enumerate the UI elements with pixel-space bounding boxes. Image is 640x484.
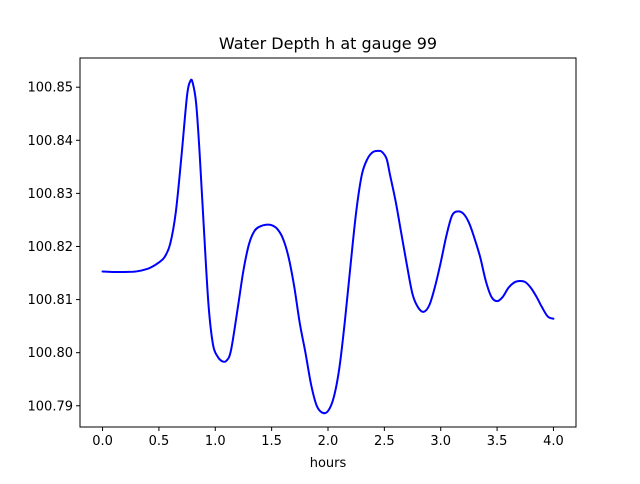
- x-tick-label: 0.5: [149, 434, 170, 449]
- x-tick-label: 2.0: [318, 434, 339, 449]
- chart-title: Water Depth h at gauge 99: [219, 34, 437, 53]
- x-axis: 0.0 0.5 1.0 1.5 2.0 2.5 3.0 3.5 4.0: [92, 427, 564, 449]
- y-tick-label: 100.83: [28, 187, 74, 202]
- y-tick-label: 100.85: [28, 81, 74, 96]
- x-tick-label: 1.0: [205, 434, 226, 449]
- data-series-line: [101, 78, 555, 415]
- y-tick-label: 100.80: [28, 346, 74, 361]
- y-tick-label: 100.82: [28, 240, 74, 255]
- y-axis: 100.79 100.80 100.81 100.82 100.83 100.84 100.…: [28, 81, 80, 414]
- x-axis-title: hours: [310, 456, 347, 471]
- x-tick-label: 1.5: [261, 434, 282, 449]
- x-tick-label: 2.5: [374, 434, 395, 449]
- y-tick-label: 100.79: [28, 399, 74, 414]
- x-tick-label: 3.0: [430, 434, 451, 449]
- x-tick-label: 3.5: [487, 434, 508, 449]
- plot-area-frame: [79, 57, 577, 428]
- y-tick-label: 100.81: [28, 293, 74, 308]
- x-tick-label: 0.0: [92, 434, 113, 449]
- x-tick-label: 4.0: [543, 434, 564, 449]
- y-tick-label: 100.84: [28, 134, 74, 149]
